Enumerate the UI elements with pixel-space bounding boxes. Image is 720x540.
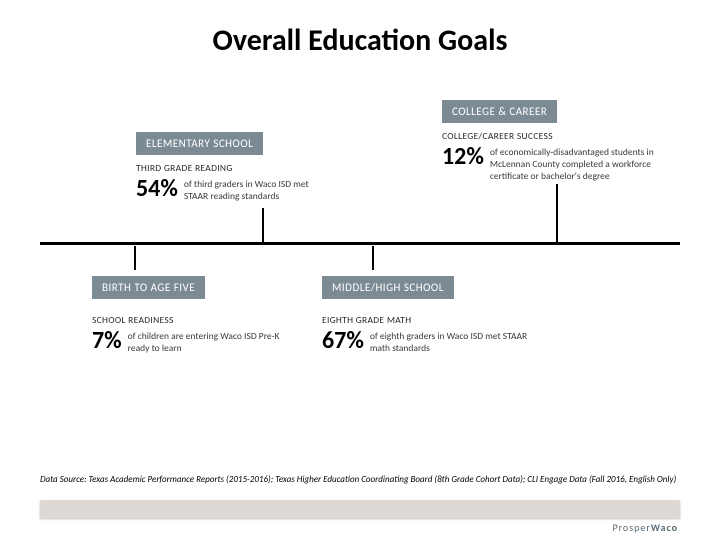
- metric-eighth-grade-math: EIGHTH GRADE MATH 67%of eighth graders in…: [322, 314, 542, 355]
- metric-description: of eighth graders in Waco ISD met STAAR …: [370, 329, 542, 355]
- source-text: Texas Academic Performance Reports (2015…: [89, 474, 677, 485]
- metric-description: of economically-disadvantaged students i…: [490, 145, 672, 183]
- brand-part1: Prosper: [612, 521, 650, 534]
- brand-part2: Waco: [651, 521, 678, 534]
- stage-label-college: COLLEGE & CAREER: [442, 100, 557, 123]
- metric-college-career-success: COLLEGE/CAREER SUCCESS 12%of economically…: [442, 130, 672, 183]
- timeline-tick: [556, 184, 558, 242]
- metric-label: COLLEGE/CAREER SUCCESS: [442, 130, 672, 142]
- timeline-axis: [40, 242, 680, 245]
- stage-label-birth: BIRTH TO AGE FIVE: [92, 276, 205, 299]
- metric-row: 67%of eighth graders in Waco ISD met STA…: [322, 329, 542, 355]
- timeline-tick: [372, 246, 374, 270]
- timeline-canvas: ELEMENTARY SCHOOL COLLEGE & CAREER BIRTH T…: [40, 70, 680, 420]
- metric-row: 12%of economically-disadvantaged student…: [442, 145, 672, 183]
- source-prefix: Data Source:: [40, 474, 89, 485]
- metric-third-grade-reading: THIRD GRADE READING 54%of third graders i…: [136, 162, 332, 203]
- metric-row: 7%of children are entering Waco ISD Pre-…: [92, 329, 292, 355]
- metric-percent: 12%: [442, 145, 484, 169]
- metric-percent: 67%: [322, 329, 364, 353]
- metric-label: EIGHTH GRADE MATH: [322, 314, 542, 326]
- metric-school-readiness: SCHOOL READINESS 7%of children are enteri…: [92, 314, 292, 355]
- metric-label: THIRD GRADE READING: [136, 162, 332, 174]
- page-title: Overall Education Goals: [0, 0, 720, 59]
- metric-label: SCHOOL READINESS: [92, 314, 292, 326]
- timeline-tick: [134, 246, 136, 270]
- metric-description: of third graders in Waco ISD met STAAR r…: [184, 177, 332, 203]
- metric-description: of children are entering Waco ISD Pre-K …: [128, 329, 292, 355]
- timeline-tick: [262, 208, 264, 242]
- metric-percent: 54%: [136, 177, 178, 201]
- data-source-note: Data Source: Texas Academic Performance …: [40, 474, 680, 485]
- metric-row: 54%of third graders in Waco ISD met STAA…: [136, 177, 332, 203]
- metric-percent: 7%: [92, 329, 122, 353]
- stage-label-elem: ELEMENTARY SCHOOL: [136, 132, 263, 155]
- stage-label-middle: MIDDLE/HIGH SCHOOL: [322, 276, 454, 299]
- brand-mark: ProsperWaco: [612, 521, 678, 534]
- footer-bar: [40, 500, 680, 518]
